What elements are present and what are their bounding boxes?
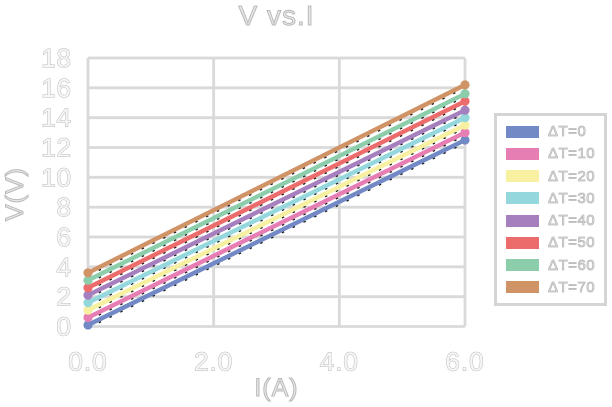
series-line bbox=[85, 108, 468, 298]
series-line bbox=[85, 137, 468, 328]
y-tick-label: 10 bbox=[41, 162, 72, 192]
legend-item: ΔT=40 bbox=[506, 212, 604, 230]
legend-swatch bbox=[506, 214, 539, 227]
series-underlay-dashes bbox=[87, 112, 466, 299]
series-line bbox=[85, 91, 468, 283]
series-underlay-dashes bbox=[87, 127, 466, 314]
y-tick-label: 18 bbox=[41, 43, 72, 73]
series-line bbox=[85, 82, 468, 275]
series-underlay-dashes bbox=[87, 96, 466, 284]
series-underlay-dashes bbox=[87, 142, 466, 329]
x-tick-label: 0.0 bbox=[68, 347, 107, 377]
legend-swatch bbox=[506, 259, 539, 272]
legend-label: ΔT=0 bbox=[548, 123, 587, 141]
x-tick-label: 6.0 bbox=[445, 347, 484, 377]
data-point-marker bbox=[83, 298, 93, 308]
legend-swatch bbox=[506, 192, 539, 205]
legend-label: ΔT=20 bbox=[548, 167, 596, 185]
legend-item: ΔT=10 bbox=[506, 145, 604, 163]
data-point-marker bbox=[83, 283, 93, 293]
legend-item: ΔT=60 bbox=[506, 256, 604, 274]
data-point-marker bbox=[460, 113, 470, 123]
data-point-marker bbox=[83, 268, 93, 278]
legend-item: ΔT=70 bbox=[506, 279, 604, 296]
legend-label: ΔT=40 bbox=[548, 212, 596, 230]
x-axis-label: I(A) bbox=[254, 374, 299, 403]
data-point-marker bbox=[460, 120, 470, 130]
legend-swatch bbox=[506, 125, 539, 138]
series-underlay-dashes bbox=[87, 103, 466, 292]
legend-item: ΔT=20 bbox=[506, 167, 604, 185]
data-point-marker bbox=[460, 96, 470, 106]
data-point-marker bbox=[83, 320, 93, 330]
y-tick-label: 12 bbox=[41, 133, 72, 163]
legend-swatch bbox=[506, 236, 539, 249]
data-point-marker bbox=[460, 89, 470, 99]
data-point-marker bbox=[460, 80, 470, 90]
legend-item: ΔT=0 bbox=[506, 123, 604, 140]
data-point-marker bbox=[460, 135, 470, 145]
legend-label: ΔT=30 bbox=[548, 189, 596, 207]
legend-swatch bbox=[506, 281, 539, 294]
data-point-marker bbox=[460, 105, 470, 115]
series-line bbox=[85, 122, 468, 313]
y-tick-label: 16 bbox=[41, 73, 72, 103]
y-tick-label: 2 bbox=[57, 282, 72, 312]
series-line bbox=[85, 130, 468, 320]
y-tick-label: 8 bbox=[57, 192, 72, 222]
x-tick-label: 2.0 bbox=[194, 347, 233, 377]
data-point-marker bbox=[460, 127, 470, 138]
data-point-marker bbox=[83, 275, 93, 285]
series-underlay-dashes bbox=[87, 134, 466, 322]
chart-title: V vs.I bbox=[238, 0, 315, 32]
y-tick-label: 6 bbox=[57, 222, 72, 252]
legend-label: ΔT=60 bbox=[548, 256, 596, 274]
data-point-marker bbox=[83, 305, 93, 315]
legend-item: ΔT=30 bbox=[506, 189, 604, 207]
legend-label: ΔT=70 bbox=[548, 278, 596, 297]
legend: ΔT=0 ΔT=10 ΔT=20 ΔT=30 ΔT=40 ΔT=50 ΔT=60 ΔT=70 bbox=[494, 113, 607, 306]
series-line bbox=[85, 99, 468, 290]
data-point-marker bbox=[83, 290, 93, 300]
series-line bbox=[85, 115, 468, 305]
series-underlay-dashes bbox=[87, 120, 466, 307]
y-axis-label: V(V) bbox=[1, 167, 30, 222]
legend-item: ΔT=50 bbox=[506, 234, 604, 252]
legend-swatch bbox=[506, 170, 539, 183]
legend-label: ΔT=10 bbox=[548, 145, 596, 163]
x-tick-label: 4.0 bbox=[320, 347, 359, 377]
series-underlay-dashes bbox=[87, 87, 466, 277]
y-tick-label: 0 bbox=[57, 312, 72, 342]
legend-label: ΔT=50 bbox=[548, 234, 596, 252]
legend-swatch bbox=[506, 147, 539, 160]
y-tick-label: 4 bbox=[57, 252, 72, 282]
data-point-marker bbox=[83, 312, 93, 323]
y-tick-label: 14 bbox=[41, 103, 72, 133]
